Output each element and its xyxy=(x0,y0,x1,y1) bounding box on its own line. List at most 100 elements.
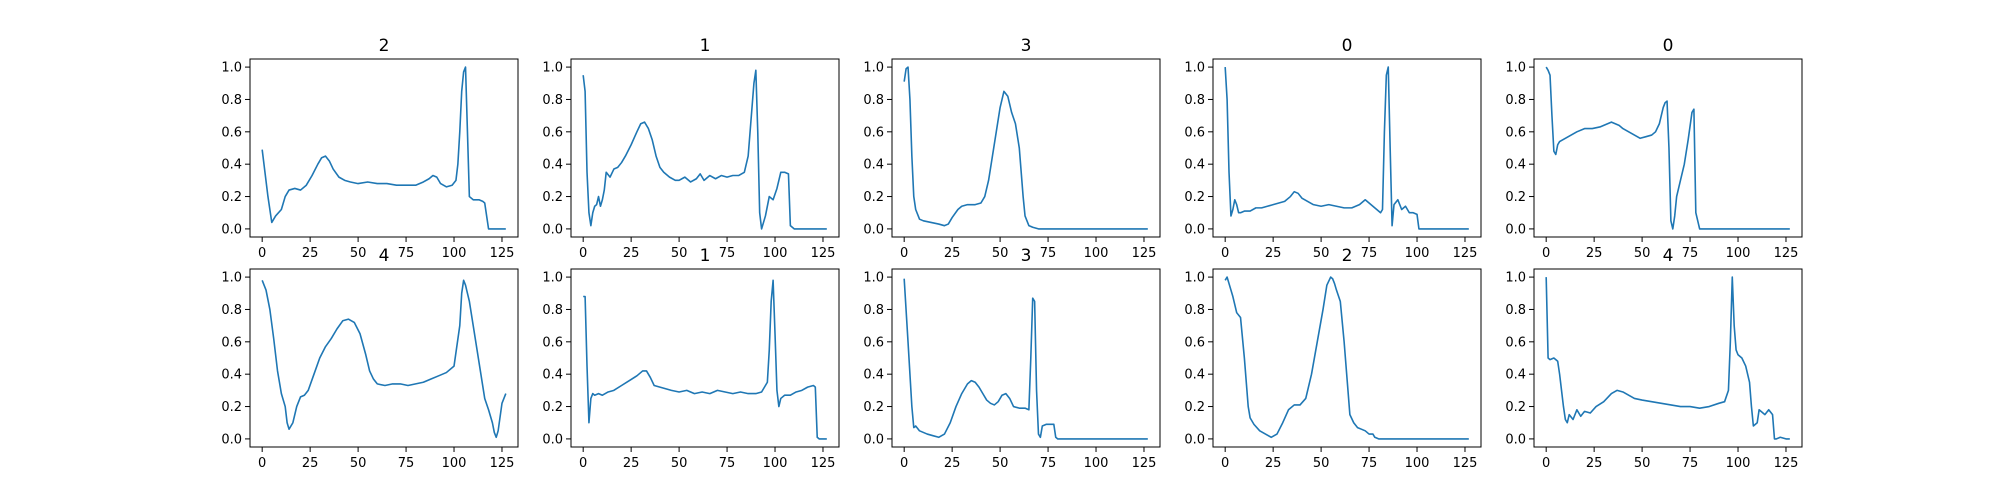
x-tick-label: 75 xyxy=(398,456,415,471)
x-tick-label: 50 xyxy=(671,246,688,261)
y-tick-label: 0.4 xyxy=(1184,368,1205,383)
y-tick-label: 0.4 xyxy=(221,158,242,173)
series-line xyxy=(261,66,506,230)
axes-frame xyxy=(1212,58,1482,238)
x-tick-label: 25 xyxy=(1265,456,1282,471)
subplot-title: 2 xyxy=(1342,246,1353,266)
x-tick-label: 0 xyxy=(258,246,266,261)
x-tick-label: 0 xyxy=(579,246,587,261)
y-tick-label: 1.0 xyxy=(863,271,884,286)
y-tick-label: 0.0 xyxy=(542,222,563,237)
subplot-title: 3 xyxy=(1021,246,1032,266)
x-tick-label: 50 xyxy=(1313,246,1330,261)
axes-frame xyxy=(1533,58,1803,238)
x-tick-label: 25 xyxy=(302,246,319,261)
y-tick-label: 1.0 xyxy=(542,61,563,76)
series-line xyxy=(1545,66,1790,230)
x-tick-label: 100 xyxy=(1405,246,1430,261)
x-tick-label: 50 xyxy=(350,246,367,261)
series-line xyxy=(582,69,827,230)
subplot-5: 0 0 25 50 75 100 125 0.0 0.2 0.4 0.6 0.8 1.0 xyxy=(1505,36,1803,261)
x-tick-label: 0 xyxy=(1221,456,1229,471)
subplot-title: 2 xyxy=(379,36,390,56)
y-tick-label: 0.0 xyxy=(221,222,242,237)
x-tick-label: 25 xyxy=(1265,246,1282,261)
y-tick-label: 0.0 xyxy=(863,432,884,447)
y-tick-label: 0.0 xyxy=(221,432,242,447)
y-tick-label: 0.8 xyxy=(1184,93,1205,108)
x-tick-label: 125 xyxy=(1453,456,1478,471)
y-tick-label: 0.8 xyxy=(863,303,884,318)
subplot-title: 0 xyxy=(1342,36,1353,56)
x-tick-label: 25 xyxy=(623,456,640,471)
x-tick-label: 0 xyxy=(900,246,908,261)
y-tick-label: 0.2 xyxy=(221,400,242,415)
subplot-2: 1 0 25 50 75 100 125 0.0 0.2 0.4 0.6 0.8 1.0 xyxy=(542,36,840,261)
x-tick-label: 0 xyxy=(258,456,266,471)
x-tick-label: 100 xyxy=(442,456,467,471)
axes-frame xyxy=(570,268,840,448)
axes-frame xyxy=(1533,268,1803,448)
y-tick-label: 0.0 xyxy=(1505,432,1526,447)
x-tick-label: 75 xyxy=(1682,456,1699,471)
x-tick-label: 75 xyxy=(398,246,415,261)
y-tick-label: 1.0 xyxy=(1505,271,1526,286)
y-tick-label: 0.2 xyxy=(542,400,563,415)
x-tick-label: 125 xyxy=(811,246,836,261)
y-tick-label: 1.0 xyxy=(542,271,563,286)
y-tick-label: 0.6 xyxy=(221,125,242,140)
y-tick-label: 0.4 xyxy=(1505,158,1526,173)
x-tick-label: 50 xyxy=(1634,246,1651,261)
series-line xyxy=(1224,276,1469,440)
y-tick-label: 1.0 xyxy=(221,271,242,286)
subplot-10: 4 0 25 50 75 100 125 0.0 0.2 0.4 0.6 0.8 1.0 xyxy=(1505,246,1803,471)
y-tick-label: 1.0 xyxy=(1505,61,1526,76)
x-tick-label: 75 xyxy=(1040,456,1057,471)
x-tick-label: 125 xyxy=(1132,456,1157,471)
y-tick-label: 0.2 xyxy=(542,190,563,205)
y-tick-label: 0.8 xyxy=(221,93,242,108)
x-tick-label: 0 xyxy=(579,456,587,471)
x-tick-label: 125 xyxy=(490,456,515,471)
x-tick-label: 50 xyxy=(992,456,1009,471)
x-tick-label: 25 xyxy=(944,246,961,261)
x-tick-label: 125 xyxy=(1774,456,1799,471)
x-tick-label: 0 xyxy=(1542,246,1550,261)
x-tick-label: 25 xyxy=(1586,246,1603,261)
x-tick-label: 50 xyxy=(1634,456,1651,471)
series-line xyxy=(1224,66,1469,230)
y-tick-label: 0.6 xyxy=(1505,335,1526,350)
x-tick-label: 0 xyxy=(1542,456,1550,471)
x-tick-label: 25 xyxy=(1586,456,1603,471)
x-tick-label: 25 xyxy=(302,456,319,471)
subplot-4: 0 0 25 50 75 100 125 0.0 0.2 0.4 0.6 0.8 1.0 xyxy=(1184,36,1482,261)
x-tick-label: 75 xyxy=(1682,246,1699,261)
series-line xyxy=(903,66,1148,230)
y-tick-label: 0.8 xyxy=(542,93,563,108)
x-tick-label: 25 xyxy=(944,456,961,471)
y-tick-label: 0.0 xyxy=(542,432,563,447)
subplot-8: 3 0 25 50 75 100 125 0.0 0.2 0.4 0.6 0.8 1.0 xyxy=(863,246,1161,471)
y-tick-label: 0.8 xyxy=(1505,303,1526,318)
y-tick-label: 1.0 xyxy=(863,61,884,76)
y-tick-label: 0.2 xyxy=(1505,400,1526,415)
y-tick-label: 0.0 xyxy=(1184,432,1205,447)
subplot-7: 1 0 25 50 75 100 125 0.0 0.2 0.4 0.6 0.8 1.0 xyxy=(542,246,840,471)
x-tick-label: 50 xyxy=(1313,456,1330,471)
subplot-6: 4 0 25 50 75 100 125 0.0 0.2 0.4 0.6 0.8 1.0 xyxy=(221,246,519,471)
x-tick-label: 100 xyxy=(763,246,788,261)
x-tick-label: 100 xyxy=(442,246,467,261)
y-tick-label: 1.0 xyxy=(1184,61,1205,76)
axes-frame xyxy=(891,268,1161,448)
x-tick-label: 100 xyxy=(1726,456,1751,471)
x-tick-label: 125 xyxy=(811,456,836,471)
y-tick-label: 1.0 xyxy=(1184,271,1205,286)
y-tick-label: 0.4 xyxy=(863,158,884,173)
x-tick-label: 25 xyxy=(623,246,640,261)
subplot-1: 2 0 25 50 75 100 125 0.0 0.2 0.4 0.6 0.8 1.0 xyxy=(221,36,519,261)
x-tick-label: 100 xyxy=(1084,246,1109,261)
subplot-title: 0 xyxy=(1663,36,1674,56)
y-tick-label: 0.6 xyxy=(221,335,242,350)
series-line xyxy=(1545,276,1790,440)
